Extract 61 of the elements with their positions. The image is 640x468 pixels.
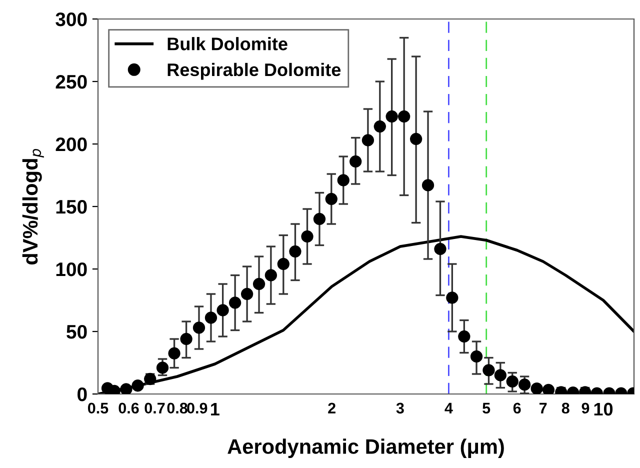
x-tick-label: 3 xyxy=(396,402,404,414)
point xyxy=(216,304,229,316)
y-axis-title: dV%/dlogd$_{p}$ xyxy=(22,148,44,264)
point xyxy=(228,296,242,309)
point xyxy=(289,245,302,258)
point xyxy=(350,155,362,168)
point xyxy=(470,350,483,363)
x-tick-label: 7 xyxy=(540,402,547,414)
point xyxy=(362,134,374,146)
point xyxy=(264,269,277,282)
y-tick-label: 200 xyxy=(56,137,87,152)
point xyxy=(422,179,434,192)
point xyxy=(374,120,386,133)
point xyxy=(156,362,169,374)
legend-label: Bulk Dolomite xyxy=(168,37,288,50)
point xyxy=(301,230,314,243)
point xyxy=(398,110,410,123)
point xyxy=(482,364,495,376)
point xyxy=(313,212,326,226)
point xyxy=(386,110,398,123)
x-tick-label: 1 xyxy=(211,402,220,416)
x-tick-label: 0.8 xyxy=(167,402,188,414)
y-tick-label: 300 xyxy=(56,12,87,26)
point xyxy=(337,174,350,186)
point xyxy=(518,378,531,391)
y-tick-label: 0 xyxy=(78,387,87,402)
point xyxy=(458,330,470,343)
y-tick-label: 250 xyxy=(56,74,87,89)
point xyxy=(120,383,132,394)
point xyxy=(132,380,144,392)
point xyxy=(252,278,266,290)
x-tick-label: 0.5 xyxy=(88,402,108,414)
point xyxy=(240,288,254,300)
x-tick-label: 0.9 xyxy=(187,402,208,414)
point xyxy=(542,384,555,394)
point xyxy=(410,132,422,146)
y-tick-label: 50 xyxy=(66,324,87,339)
y-tick-label: 150 xyxy=(56,200,87,214)
point xyxy=(204,312,218,324)
x-tick-label: 2 xyxy=(328,402,336,414)
point xyxy=(325,192,338,206)
x-tick-label: 0.7 xyxy=(144,402,165,414)
point xyxy=(494,369,506,382)
x-tick-label: 10 xyxy=(594,402,613,416)
x-tick-label: 8 xyxy=(562,402,570,414)
x-tick-label: 6 xyxy=(513,402,521,414)
legend-label: Respirable Dolomite xyxy=(168,62,341,80)
point xyxy=(168,347,180,360)
x-axis-title: Aerodynamic Diameter (μm) xyxy=(228,438,504,458)
point xyxy=(192,322,206,334)
point xyxy=(446,292,458,304)
y-tick-label: 100 xyxy=(56,262,87,276)
x-tick-label: 5 xyxy=(482,402,490,414)
x-tick-label: 9 xyxy=(582,402,590,414)
point xyxy=(277,258,290,270)
point xyxy=(434,242,446,256)
point xyxy=(506,375,518,388)
point xyxy=(180,332,192,346)
x-tick-label: 4 xyxy=(444,402,453,414)
x-tick-label: 0.6 xyxy=(118,402,139,414)
point xyxy=(530,382,543,394)
